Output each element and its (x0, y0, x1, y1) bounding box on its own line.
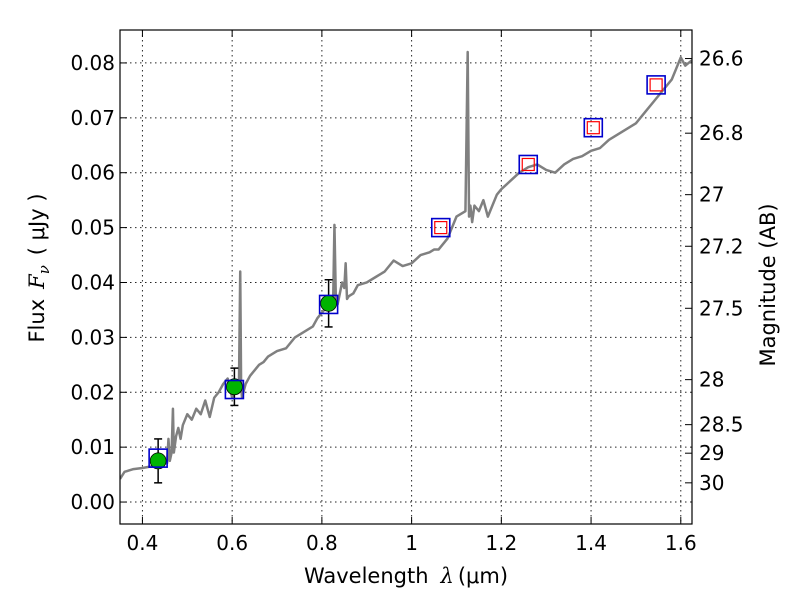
y2-tick-label: 27.5 (699, 296, 744, 320)
observed-point (149, 452, 167, 470)
tick-marks (120, 30, 692, 524)
model-square-marker (224, 379, 245, 400)
x-tick-label: 1.6 (665, 531, 697, 555)
y-tick-label: 0.07 (70, 106, 115, 130)
y-tick-label: 0.01 (70, 435, 115, 459)
y2-tick-label: 27.2 (699, 234, 744, 258)
y-tick-label: 0.05 (70, 216, 115, 240)
x-tick-label: 0.4 (127, 531, 159, 555)
y2-tick-label: 26.8 (699, 121, 744, 145)
y2-tick-label: 29 (699, 441, 724, 465)
y-tick-label: 0.03 (70, 325, 115, 349)
x-tick-label: 0.8 (306, 531, 338, 555)
y2-tick-label: 30 (699, 471, 724, 495)
x-axis-title-symbol: λ (440, 564, 454, 588)
y2-tick-label: 28 (699, 368, 724, 392)
model-square-marker (646, 75, 666, 95)
x-axis-title: Wavelength λ (μm) (304, 564, 508, 588)
upper-limit-marker (434, 221, 448, 235)
y2-axis-title: Magnitude (AB) (756, 203, 780, 366)
y-tick-label: 0.06 (70, 161, 115, 185)
y-axis-title-subscript: ν (35, 265, 53, 274)
y-tick-labels: 0.00 0.01 0.02 0.03 0.04 0.05 0.06 0.07 0.08 (70, 51, 115, 514)
y2-tick-labels: 26.6 26.8 27 27.2 27.5 28 28.5 29 30 (699, 47, 744, 495)
model-square-marker (148, 448, 168, 468)
series-layer (120, 50, 692, 484)
plot-frame (119, 29, 693, 525)
y-axis-title-prefix: Flux (25, 299, 49, 343)
y2-tick-label: 26.6 (699, 47, 744, 71)
x-axis-title-text: Wavelength (304, 564, 429, 588)
y-tick-label: 0.04 (70, 270, 115, 294)
y2-tick-label: 28.5 (699, 413, 744, 437)
observed-point (225, 378, 243, 396)
model-square-marker (583, 117, 604, 138)
y2-tick-label: 27 (699, 183, 724, 207)
upper-limit-marker (649, 78, 663, 92)
model-square-marker (518, 154, 539, 175)
x-tick-label: 0.6 (216, 531, 248, 555)
grid (120, 30, 692, 524)
observed-point (320, 294, 338, 312)
x-axis-title-unit: (μm) (458, 564, 508, 588)
upper-limit-marker (521, 157, 535, 172)
y-tick-label: 0.08 (70, 51, 115, 75)
y-axis-title-unit: ( μJy ) (25, 193, 49, 255)
plot-background (120, 30, 692, 524)
model-square-marker (318, 294, 339, 315)
x-tick-label: 1.4 (575, 531, 607, 555)
y-axis-title: Flux Fν ( μJy ) (25, 193, 53, 342)
x-tick-labels: 0.4 0.6 0.8 1 1.2 1.4 1.6 (127, 531, 697, 555)
spectrum-line (120, 50, 692, 480)
x-tick-label: 1 (405, 531, 418, 555)
y-tick-label: 0.00 (70, 490, 115, 514)
y-axis-title-symbol: F (25, 273, 49, 290)
y-tick-label: 0.02 (70, 380, 115, 404)
x-tick-label: 1.2 (485, 531, 517, 555)
model-square-marker (430, 217, 451, 238)
upper-limit-marker (586, 121, 600, 135)
